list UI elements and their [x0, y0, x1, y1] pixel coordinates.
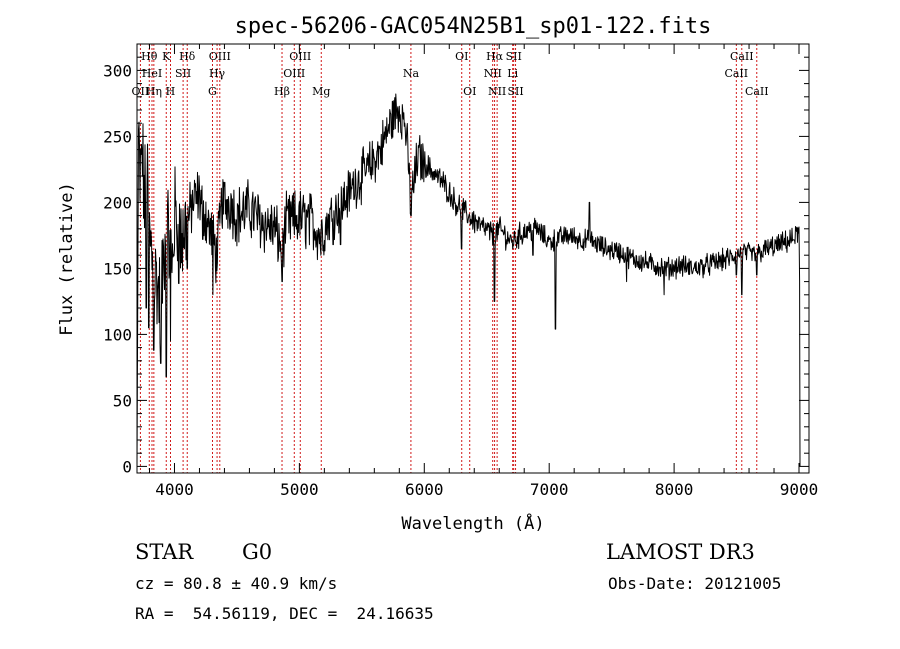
- line-label-OIII: OIII: [289, 50, 311, 63]
- line-label-CaII: CaII: [730, 50, 754, 63]
- object-subclass: G0: [242, 540, 273, 564]
- spectrum-line: [136, 93, 801, 467]
- line-label-OIII: OIII: [283, 67, 305, 80]
- line-label-Hα: Hα: [486, 50, 504, 63]
- x-tick-label: 7000: [530, 480, 569, 499]
- y-tick-label: 0: [122, 457, 132, 476]
- coordinates: RA = 54.56119, DEC = 24.16635: [135, 604, 434, 623]
- line-label-NII: NII: [484, 67, 502, 80]
- x-tick-label: 8000: [655, 480, 694, 499]
- x-axis-label: Wavelength (Å): [401, 512, 544, 534]
- line-label-Hδ: Hδ: [179, 50, 196, 63]
- y-tick-label: 100: [103, 325, 132, 344]
- line-label-Hγ: Hγ: [209, 67, 226, 80]
- chart-title: spec-56206-GAC054N25B1_sp01-122.fits: [235, 14, 712, 39]
- line-label-group: OII Hθ HeI Hη K SII H Hδ OIII Hγ G Hβ OIII OIII Mg Na OI…: [132, 50, 769, 98]
- survey-name: LAMOST DR3: [606, 540, 755, 564]
- y-axis-label: Flux (relative): [57, 182, 77, 336]
- line-label-NII: NII: [488, 85, 506, 98]
- axes: 4000 5000 6000 7000 8000 9000 0 50 100 150 200 250 3…: [103, 44, 818, 499]
- spectrum-series: [136, 93, 801, 467]
- line-label-SII: SII: [506, 50, 522, 63]
- line-label-Hθ: Hθ: [141, 50, 158, 63]
- x-tick-label: 4000: [155, 480, 194, 499]
- plot-frame: [136, 43, 810, 474]
- y-tick-label: 300: [103, 61, 132, 80]
- x-tick-label: 9000: [780, 480, 819, 499]
- line-label-SII: SII: [507, 85, 523, 98]
- line-label-HeI: HeI: [142, 67, 162, 80]
- line-label-G: G: [208, 85, 217, 98]
- line-label-K: K: [162, 50, 171, 63]
- line-label-SII: SII: [175, 67, 191, 80]
- line-label-Mg: Mg: [312, 85, 330, 98]
- redshift-velocity: cz = 80.8 ± 40.9 km/s: [135, 574, 338, 593]
- x-tick-label: 5000: [280, 480, 319, 499]
- line-label-OI: OI: [463, 85, 476, 98]
- line-label-Na: Na: [403, 67, 420, 80]
- line-label-CaII: CaII: [724, 67, 748, 80]
- line-label-H: H: [166, 85, 176, 98]
- line-marker-group: [139, 44, 758, 473]
- object-class: STAR: [135, 540, 194, 564]
- line-label-OIII: OIII: [209, 50, 231, 63]
- line-label-CaII: CaII: [745, 85, 769, 98]
- line-label-OI: OI: [455, 50, 468, 63]
- y-tick-label: 250: [103, 127, 132, 146]
- observation-date: Obs-Date: 20121005: [608, 574, 782, 593]
- y-tick-label: 200: [103, 193, 132, 212]
- x-tick-label: 6000: [405, 480, 444, 499]
- line-label-OII: OII: [132, 85, 150, 98]
- line-label-Hβ: Hβ: [274, 85, 290, 98]
- y-tick-label: 150: [103, 259, 132, 278]
- line-label-Li: Li: [507, 67, 518, 80]
- line-label-Hη: Hη: [146, 85, 162, 98]
- y-tick-label: 50: [113, 391, 132, 410]
